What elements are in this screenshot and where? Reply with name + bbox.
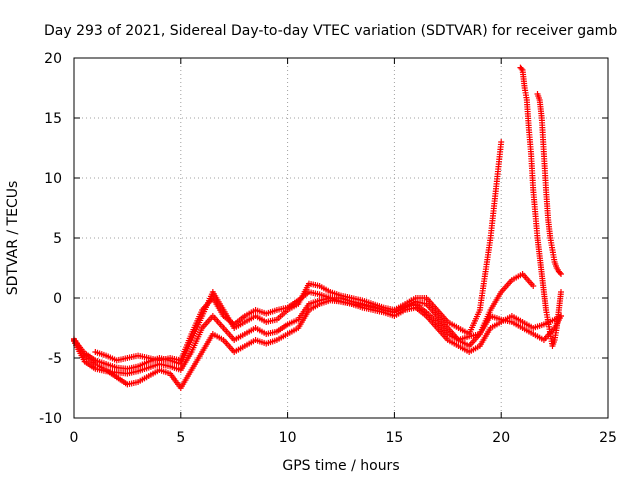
axis-ticks: 0 5 10 15 20 25 -10 -5 0 5 10 15 20 [39,51,617,446]
chart-title: Day 293 of 2021, Sidereal Day-to-day VTE… [44,23,617,39]
y-tick-label: -5 [48,351,62,367]
x-axis-label: GPS time / hours [282,458,399,474]
y-tick-label: 10 [44,171,62,187]
x-tick-label: 10 [279,430,297,446]
series-late-spike-a [517,64,564,349]
x-tick-label: 20 [492,430,510,446]
series-track-4 [92,289,563,364]
data-point [498,139,505,145]
y-axis-label: SDTVAR / TECUs [5,181,21,296]
y-tick-label: 20 [44,51,62,67]
series-track-1 [71,141,504,372]
x-tick-label: 5 [176,430,185,446]
y-tick-label: -10 [39,411,62,427]
data-point [518,65,525,72]
y-tick-label: 0 [53,291,62,307]
x-tick-label: 25 [599,430,617,446]
y-tick-label: 15 [44,111,62,127]
x-tick-label: 0 [70,430,79,446]
data-point [558,289,565,295]
y-tick-label: 5 [53,231,62,247]
data-point [556,269,563,276]
data-point [530,283,537,289]
data-point [558,271,565,277]
data-points [71,64,565,391]
x-tick-label: 15 [385,430,403,446]
series-late-spike-b [534,91,563,276]
